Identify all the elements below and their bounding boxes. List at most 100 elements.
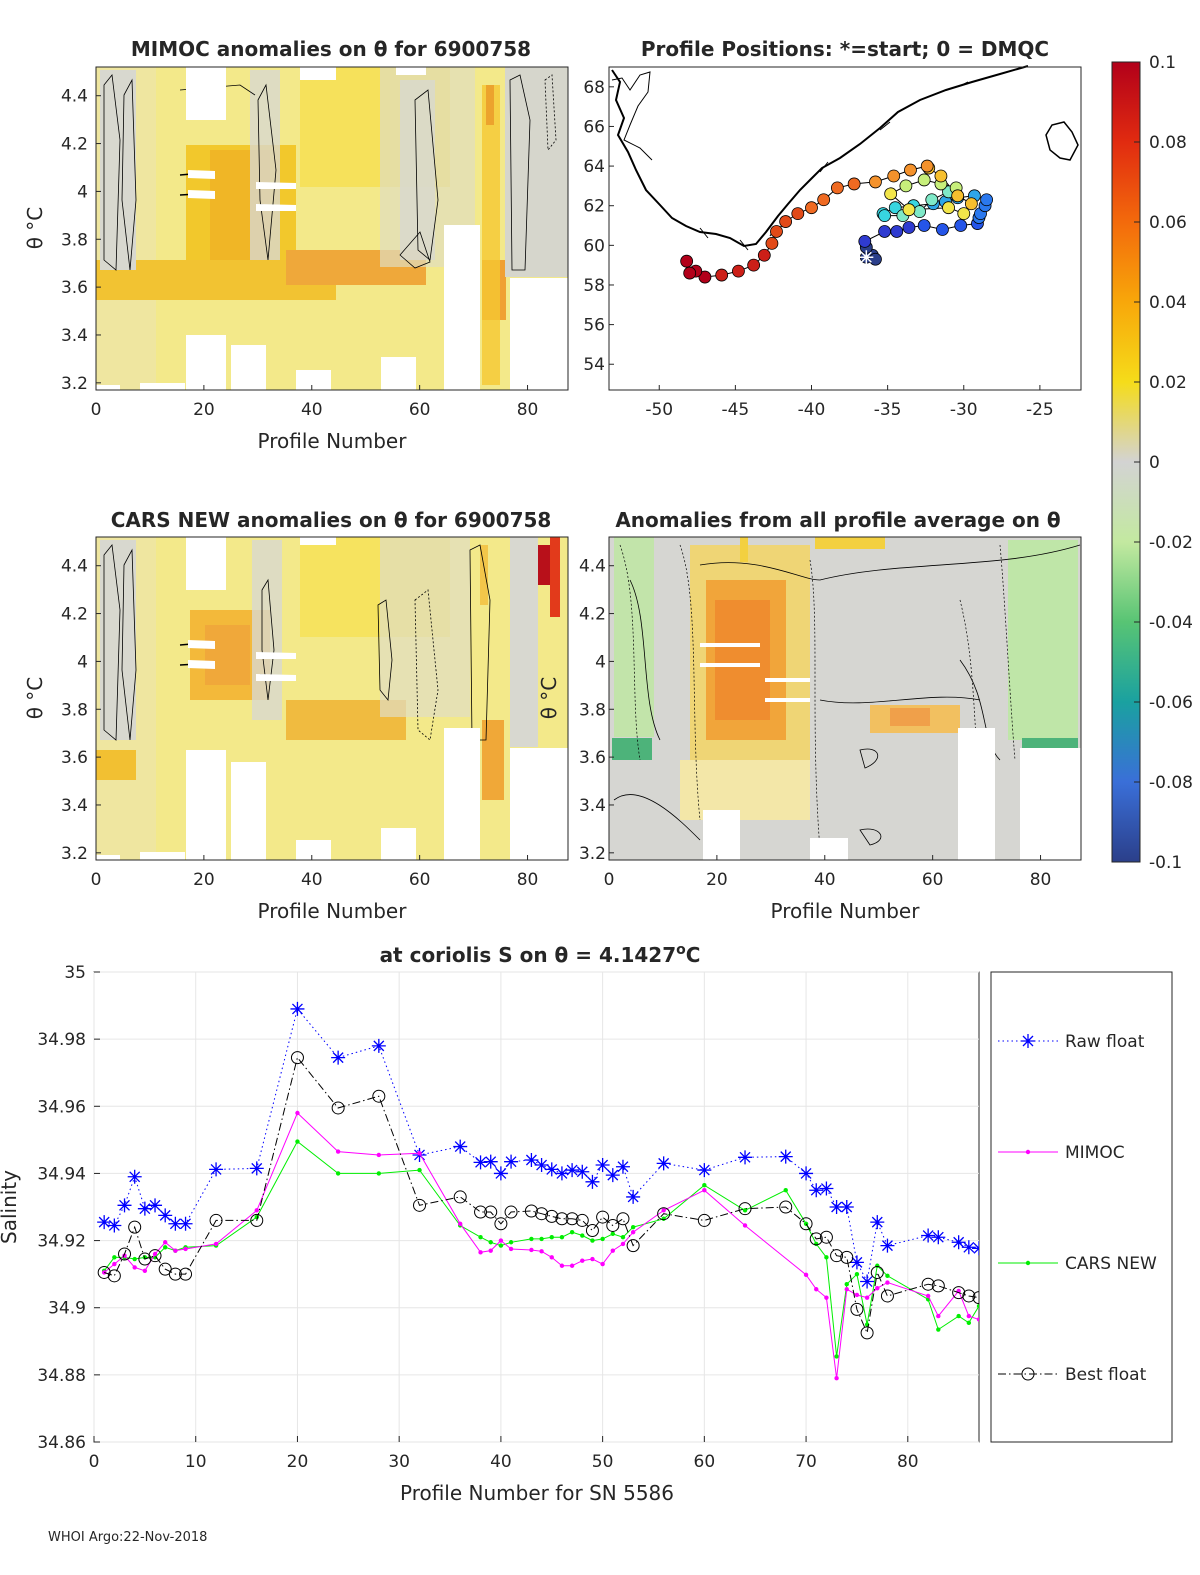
mimoc-anomaly-title: MIMOC anomalies on θ for 6900758 bbox=[131, 37, 531, 61]
y-tick-label: 3.8 bbox=[61, 230, 88, 250]
data-point-raw-float bbox=[961, 1240, 976, 1255]
y-tick-label: 4.2 bbox=[61, 135, 88, 155]
data-point-best-float bbox=[931, 1279, 945, 1293]
cars-anomaly-panel: 0 20 40 60 80 4.4 4.2 4 3.8 3.6 3.4 3.2 CARS NEW an… bbox=[23, 508, 569, 923]
x-tick-label: 0 bbox=[91, 870, 102, 890]
data-point-cars-new bbox=[539, 1236, 544, 1242]
profile-position-marker bbox=[757, 248, 771, 262]
all-average-anomaly-panel: 0 20 40 60 80 4.4 4.2 4 3.8 3.6 3.4 3.2 Anomalies f… bbox=[537, 508, 1082, 923]
iceland-coastline bbox=[1045, 121, 1079, 161]
y-tick-label: 3.4 bbox=[61, 796, 88, 816]
profile-position-marker bbox=[964, 197, 978, 211]
y-tick-label: 34.94 bbox=[37, 1164, 86, 1184]
data-point-mimoc bbox=[101, 1270, 107, 1275]
data-point-raw-float bbox=[554, 1166, 569, 1181]
x-tick-label: 10 bbox=[185, 1452, 207, 1472]
lon-tick-label: -25 bbox=[1026, 400, 1054, 420]
data-point-best-float bbox=[952, 1286, 966, 1300]
all-average-anomaly-ticks: 0 20 40 60 80 4.4 4.2 4 3.8 3.6 3.4 3.2 bbox=[579, 557, 1051, 890]
series-line-best-float bbox=[104, 1056, 979, 1335]
salinity-legend: Raw float MIMOC CARS NEW Best float bbox=[990, 971, 1173, 1443]
data-point-raw-float bbox=[331, 1050, 346, 1065]
y-tick-label: 4.2 bbox=[61, 605, 88, 625]
y-tick-label: 4.4 bbox=[61, 557, 88, 577]
x-tick-label: 60 bbox=[409, 400, 431, 420]
profile-position-marker bbox=[715, 268, 729, 282]
data-point-mimoc bbox=[814, 1287, 819, 1292]
data-point-cars-new bbox=[508, 1240, 514, 1245]
data-point-raw-float bbox=[615, 1159, 630, 1174]
mimoc-anomaly-xlabel: Profile Number bbox=[258, 429, 408, 453]
salinity-xlabel: Profile Number for SN 5586 bbox=[400, 1481, 674, 1505]
lon-tick-label: -35 bbox=[874, 400, 902, 420]
data-point-best-float bbox=[138, 1252, 152, 1266]
data-point-cars-new bbox=[295, 1139, 300, 1144]
lon-tick-label: -40 bbox=[798, 400, 826, 420]
legend-item-mimoc: MIMOC bbox=[998, 1143, 1125, 1163]
data-point-mimoc bbox=[295, 1110, 300, 1116]
x-tick-label: 40 bbox=[301, 870, 323, 890]
legend-item-cars-new: CARS NEW bbox=[998, 1254, 1157, 1274]
data-point-best-float bbox=[962, 1289, 976, 1303]
profile-position-marker bbox=[878, 209, 891, 223]
data-point-cars-new bbox=[885, 1273, 890, 1279]
lat-tick-label: 62 bbox=[583, 197, 605, 217]
x-tick-label: 80 bbox=[517, 870, 539, 890]
data-point-cars-new bbox=[590, 1238, 595, 1243]
series-mimoc bbox=[101, 1110, 979, 1381]
data-point-raw-float bbox=[809, 1183, 824, 1198]
profile-position-marker bbox=[698, 270, 712, 284]
data-point-mimoc bbox=[376, 1152, 382, 1158]
y-tick-label: 3.6 bbox=[61, 278, 88, 298]
y-tick-label: 4.4 bbox=[579, 557, 606, 577]
lat-tick-label: 66 bbox=[583, 117, 605, 137]
colorbar-tick-label: 0.02 bbox=[1149, 373, 1187, 393]
profile-position-marker bbox=[869, 252, 882, 266]
data-point-cars-new bbox=[936, 1327, 941, 1332]
data-point-mimoc bbox=[824, 1295, 829, 1300]
profile-position-marker bbox=[887, 169, 901, 183]
data-point-best-float bbox=[860, 1326, 874, 1340]
profile-position-marker bbox=[934, 169, 948, 183]
data-point-best-float bbox=[575, 1213, 589, 1227]
lat-tick-label: 60 bbox=[583, 236, 605, 256]
data-point-best-float bbox=[779, 1200, 793, 1214]
data-point-raw-float bbox=[209, 1162, 224, 1177]
profile-position-marker bbox=[805, 201, 818, 215]
y-tick-label: 34.96 bbox=[37, 1097, 86, 1117]
data-point-cars-new bbox=[580, 1233, 585, 1238]
lat-tick-label: 68 bbox=[583, 78, 605, 98]
profile-position-marker bbox=[732, 264, 745, 278]
data-point-best-float bbox=[250, 1213, 264, 1227]
y-tick-label: 3.2 bbox=[61, 844, 88, 864]
footer-credit: WHOI Argo:22-Nov-2018 bbox=[48, 1530, 207, 1545]
salinity-chart-title: at coriolis S on θ = 4.1427oC bbox=[380, 942, 701, 967]
series-best-float bbox=[97, 1051, 979, 1340]
data-point-mimoc bbox=[569, 1263, 575, 1268]
profile-position-marker bbox=[858, 234, 872, 248]
data-point-best-float bbox=[504, 1205, 518, 1219]
cars-anomaly-xlabel: Profile Number bbox=[258, 899, 408, 923]
profile-position-marker bbox=[980, 193, 993, 207]
data-point-best-float bbox=[545, 1209, 559, 1223]
data-point-raw-float bbox=[605, 1168, 620, 1183]
data-point-best-float bbox=[524, 1204, 538, 1218]
data-point-best-float bbox=[830, 1249, 844, 1263]
data-point-cars-new bbox=[559, 1235, 565, 1240]
greenland-coastline bbox=[611, 65, 1029, 248]
y-tick-label: 3.8 bbox=[61, 700, 88, 720]
data-point-cars-new bbox=[966, 1320, 972, 1326]
data-point-raw-float bbox=[168, 1216, 183, 1231]
data-point-raw-float bbox=[626, 1189, 641, 1204]
profile-position-marker bbox=[936, 223, 949, 236]
x-tick-label: 70 bbox=[795, 1452, 817, 1472]
data-point-raw-float bbox=[493, 1166, 508, 1181]
x-tick-label: 20 bbox=[706, 870, 728, 890]
profile-position-marker bbox=[942, 201, 955, 215]
data-point-mimoc bbox=[966, 1313, 972, 1319]
profile-position-marker bbox=[680, 254, 694, 268]
data-point-best-float bbox=[168, 1267, 182, 1281]
data-point-mimoc bbox=[834, 1376, 839, 1381]
data-point-cars-new bbox=[600, 1236, 605, 1242]
data-point-cars-new bbox=[620, 1235, 626, 1240]
